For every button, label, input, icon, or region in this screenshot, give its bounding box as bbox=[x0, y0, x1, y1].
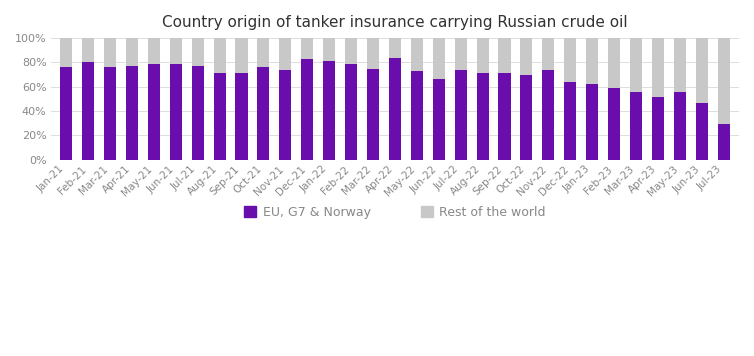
Bar bbox=[564, 82, 576, 160]
Bar bbox=[301, 59, 313, 160]
Bar bbox=[564, 38, 576, 82]
Bar bbox=[367, 38, 379, 68]
Bar bbox=[170, 64, 182, 160]
Bar bbox=[542, 38, 554, 70]
Bar bbox=[389, 58, 401, 160]
Bar bbox=[60, 67, 72, 160]
Bar bbox=[323, 38, 336, 61]
Bar bbox=[674, 91, 686, 160]
Bar bbox=[213, 73, 225, 160]
Bar bbox=[345, 64, 357, 160]
Bar bbox=[718, 38, 730, 125]
Bar bbox=[126, 66, 138, 160]
Bar bbox=[148, 38, 160, 64]
Bar bbox=[301, 38, 313, 59]
Bar bbox=[455, 38, 467, 70]
Bar bbox=[652, 96, 664, 160]
Bar bbox=[126, 38, 138, 66]
Bar bbox=[235, 38, 247, 73]
Bar bbox=[608, 38, 620, 88]
Bar bbox=[411, 38, 423, 71]
Bar bbox=[323, 61, 336, 160]
Bar bbox=[498, 38, 510, 73]
Bar bbox=[257, 67, 269, 160]
Title: Country origin of tanker insurance carrying Russian crude oil: Country origin of tanker insurance carry… bbox=[162, 15, 628, 30]
Bar bbox=[477, 38, 489, 73]
Bar bbox=[213, 38, 225, 73]
Bar bbox=[608, 88, 620, 160]
Bar bbox=[498, 73, 510, 160]
Bar bbox=[148, 64, 160, 160]
Bar bbox=[82, 62, 94, 160]
Bar bbox=[718, 125, 730, 160]
Bar bbox=[389, 38, 401, 58]
Bar bbox=[520, 75, 532, 160]
Bar bbox=[586, 84, 598, 160]
Bar bbox=[235, 73, 247, 160]
Bar bbox=[192, 38, 204, 66]
Bar bbox=[586, 38, 598, 84]
Bar bbox=[630, 91, 642, 160]
Bar bbox=[630, 38, 642, 91]
Bar bbox=[455, 70, 467, 160]
Bar bbox=[82, 38, 94, 62]
Bar bbox=[696, 38, 708, 103]
Bar bbox=[279, 38, 291, 70]
Bar bbox=[257, 38, 269, 67]
Bar bbox=[170, 38, 182, 64]
Bar bbox=[674, 38, 686, 91]
Bar bbox=[104, 38, 116, 67]
Bar bbox=[542, 70, 554, 160]
Bar bbox=[411, 71, 423, 160]
Bar bbox=[60, 38, 72, 67]
Bar bbox=[477, 73, 489, 160]
Bar bbox=[433, 38, 445, 79]
Bar bbox=[652, 38, 664, 96]
Legend: EU, G7 & Norway, Rest of the world: EU, G7 & Norway, Rest of the world bbox=[239, 201, 551, 224]
Bar bbox=[520, 38, 532, 75]
Bar bbox=[345, 38, 357, 64]
Bar bbox=[433, 79, 445, 160]
Bar bbox=[104, 67, 116, 160]
Bar bbox=[696, 103, 708, 160]
Bar bbox=[279, 70, 291, 160]
Bar bbox=[367, 68, 379, 160]
Bar bbox=[192, 66, 204, 160]
